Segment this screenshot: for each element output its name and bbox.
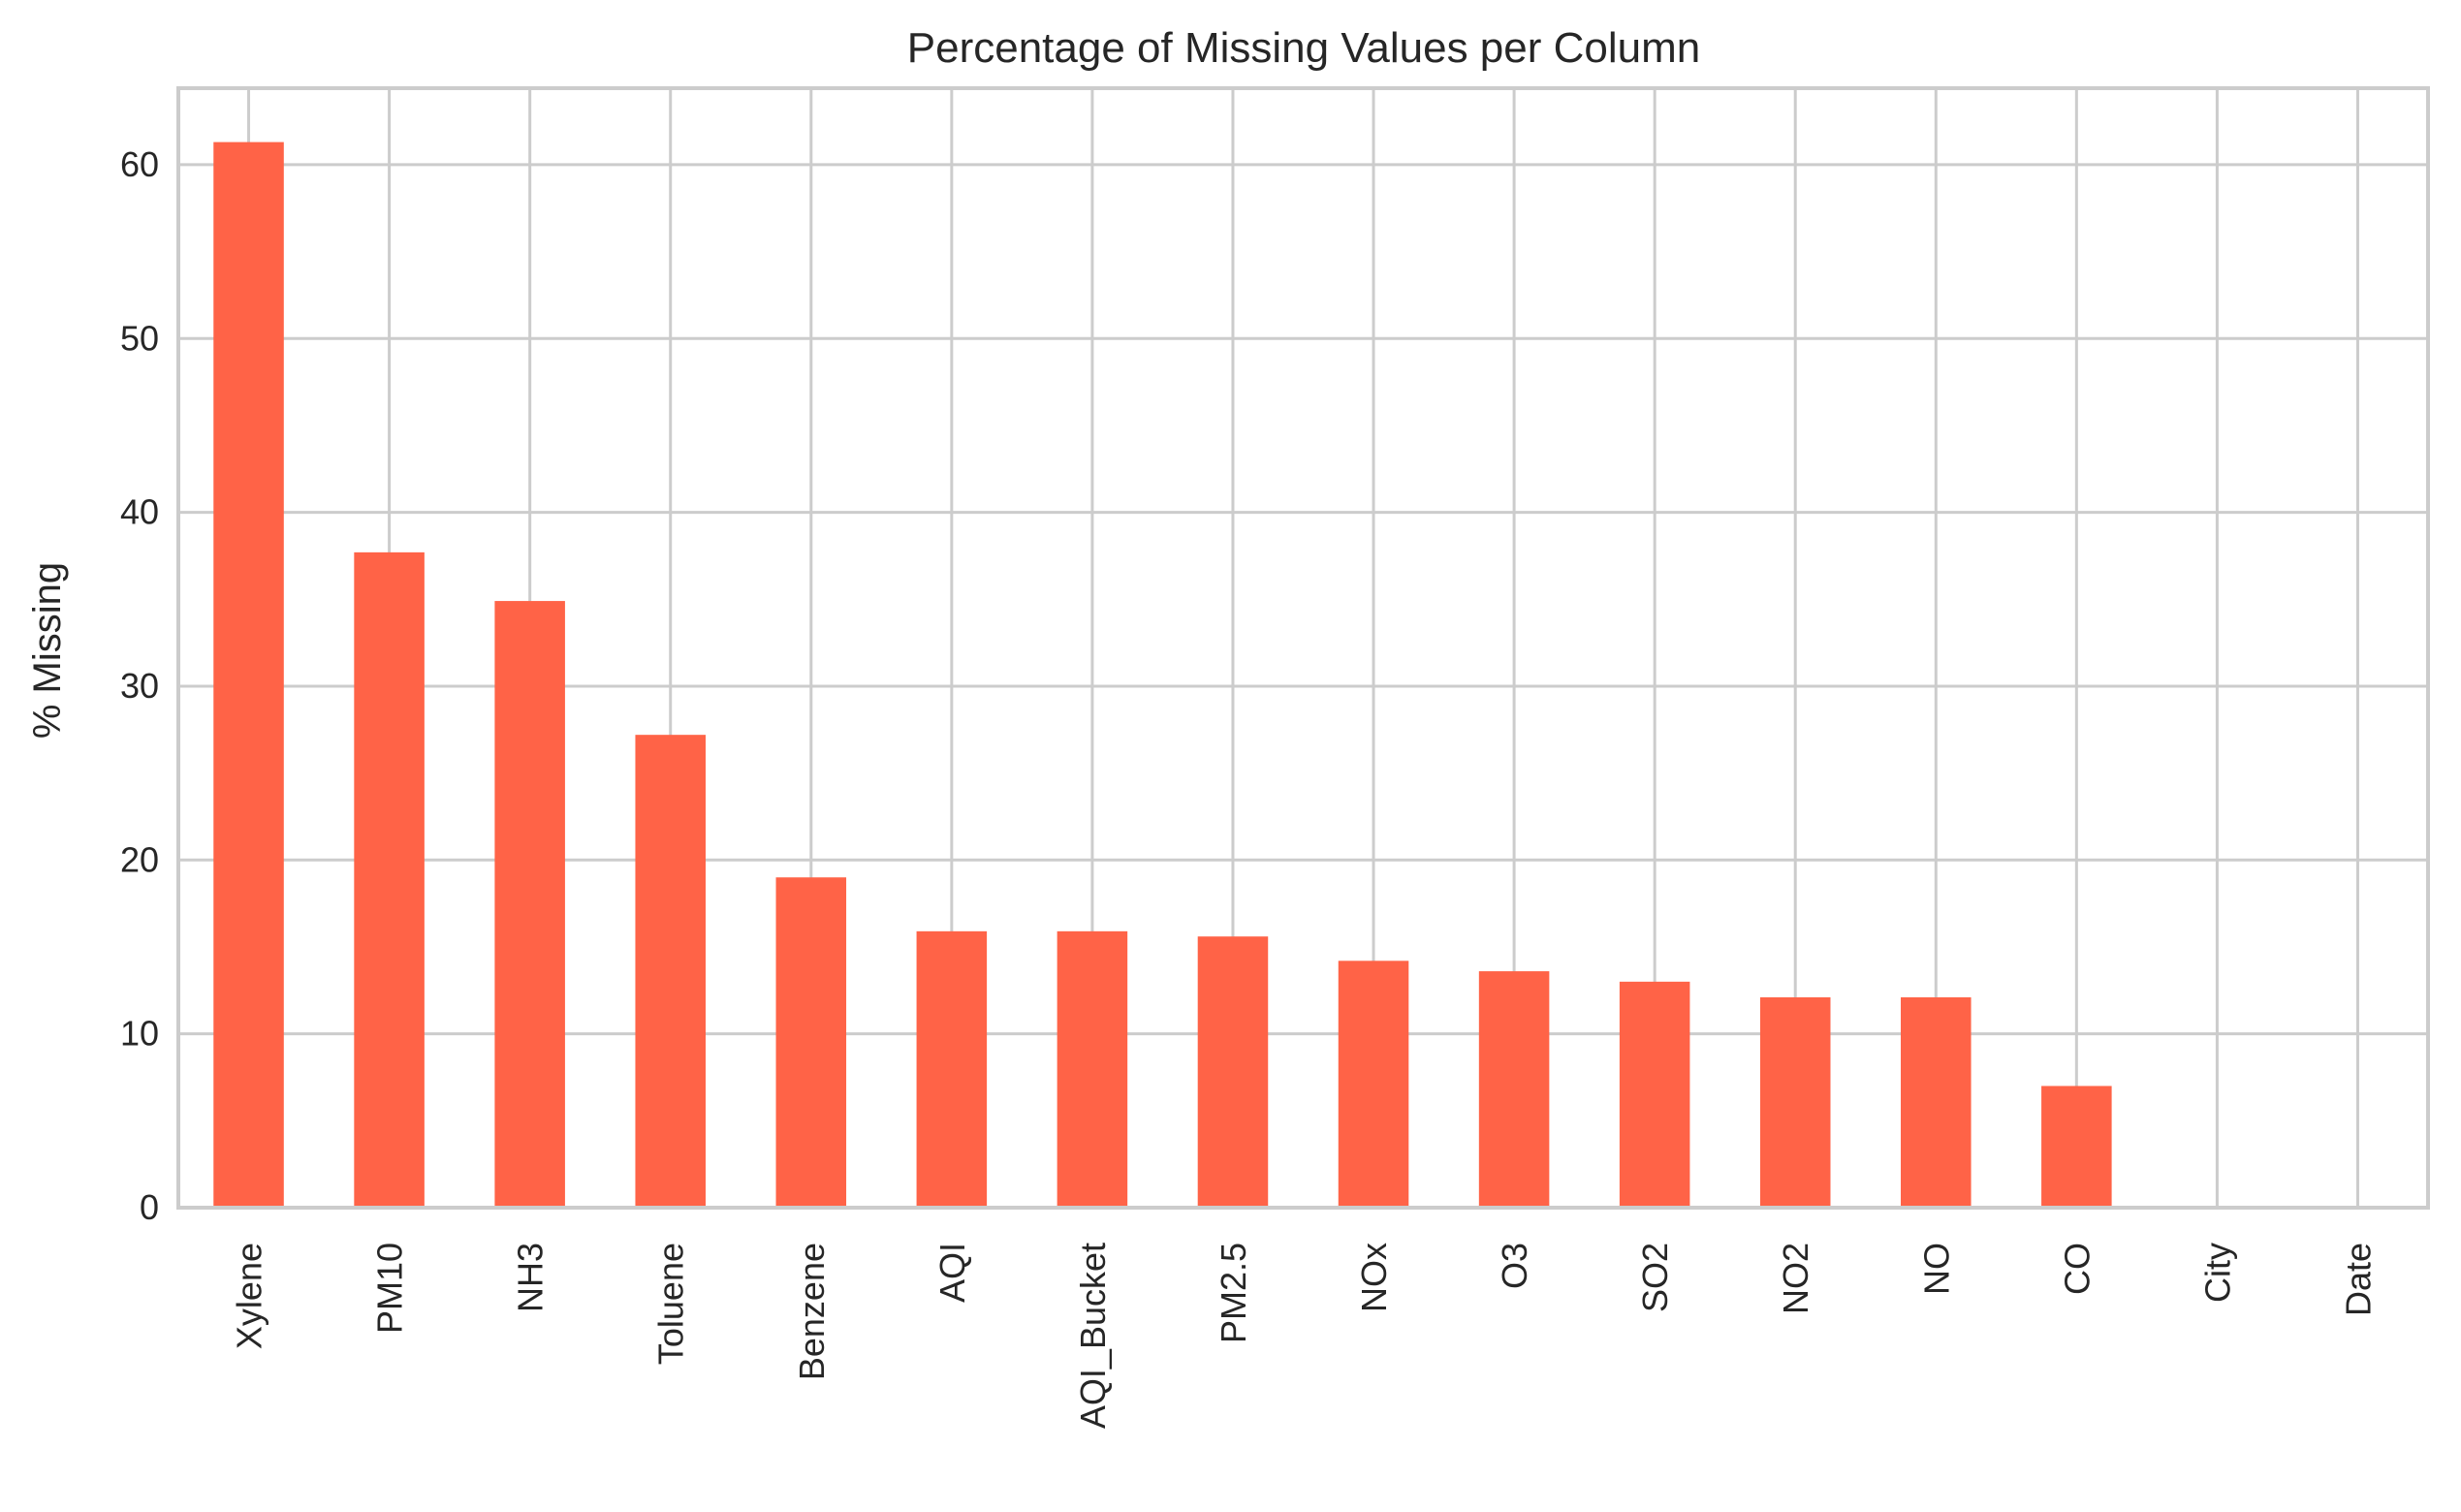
bar-benzene [775,877,847,1208]
plot-frame [176,86,2430,1210]
x-tick-label: O3 [1495,1243,1534,1289]
x-tick-label: NO2 [1776,1243,1815,1314]
bars [213,142,2112,1209]
x-tick-label: AQI [932,1243,972,1303]
x-tick-label: SO2 [1635,1243,1675,1312]
bar-nh3 [494,601,565,1208]
x-tick-label: NOx [1354,1243,1394,1312]
y-tick-label: 0 [140,1187,159,1227]
y-tick-label: 20 [120,839,159,879]
y-tick-label: 60 [120,144,159,184]
x-tick-label: NH3 [511,1243,551,1312]
bar-aqi-bucket [1057,930,1128,1208]
bar-xylene [213,142,284,1209]
x-tick-label: PM2.5 [1214,1243,1253,1343]
x-tick-label: CO [2057,1243,2097,1295]
bar-pm10 [354,551,425,1208]
chart-title: Percentage of Missing Values per Column [907,24,1701,72]
x-tick-label: Xylene [230,1243,269,1349]
y-axis-label: % Missing [26,562,69,739]
bar-no [1901,996,1972,1208]
y-tick-label: 30 [120,666,159,706]
bar-o3 [1478,971,1550,1208]
y-tick-label: 50 [120,318,159,358]
bar-co [2041,1086,2112,1208]
x-tick-label: AQI_Bucket [1073,1243,1113,1429]
bar-nox [1338,961,1409,1208]
bar-toluene [635,735,706,1208]
y-tick-label: 10 [120,1014,159,1054]
bar-pm2-5 [1197,936,1269,1208]
bar-no2 [1759,996,1831,1208]
bar-aqi [916,930,988,1208]
x-tick-label: City [2197,1243,2237,1303]
y-tick-label: 40 [120,492,159,532]
x-tick-label: Benzene [792,1243,832,1380]
x-tick-label: PM10 [370,1243,410,1334]
y-tick-labels: 0 10 20 30 40 50 60 [120,144,159,1227]
x-tick-labels: Xylene PM10 NH3 Toluene Benzene AQI AQI_Bucket… [230,1243,2379,1429]
bar-so2 [1619,981,1690,1208]
x-tick-label: Toluene [651,1243,691,1365]
x-tick-label: NO [1916,1243,1956,1295]
x-tick-label: Date [2338,1243,2378,1316]
